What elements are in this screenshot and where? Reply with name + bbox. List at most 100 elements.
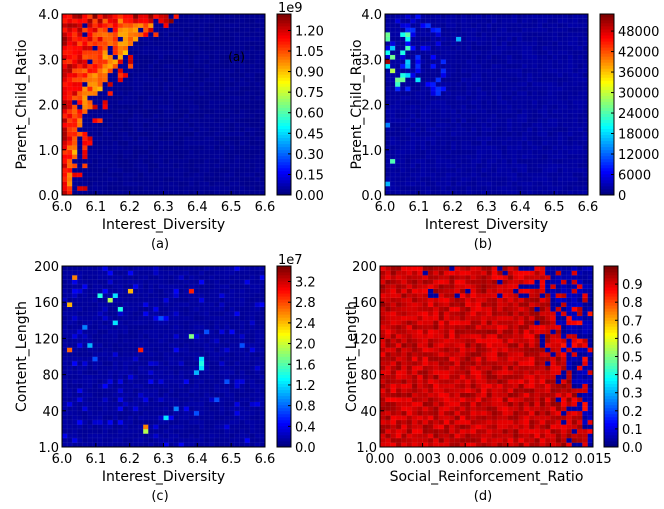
heatmap-cell bbox=[219, 181, 225, 187]
heatmap-cell bbox=[173, 324, 180, 330]
heatmap-cell bbox=[450, 163, 457, 169]
heatmap-cell bbox=[219, 145, 225, 151]
heatmap-cell bbox=[486, 63, 492, 69]
heatmap-cell bbox=[209, 32, 215, 37]
heatmap-cell bbox=[82, 190, 88, 196]
heatmap-cell bbox=[163, 154, 169, 160]
heatmap-cell bbox=[229, 315, 235, 321]
heatmap-cell bbox=[87, 59, 93, 65]
heatmap-cell bbox=[219, 131, 225, 137]
heatmap-cell bbox=[178, 284, 185, 289]
heatmap-cell bbox=[440, 95, 447, 101]
heatmap-cell bbox=[178, 163, 185, 169]
heatmap-cell bbox=[127, 81, 134, 87]
heatmap-cell bbox=[476, 27, 482, 33]
heatmap-cell bbox=[259, 172, 266, 178]
colorbar-swatch bbox=[600, 71, 614, 75]
heatmap-cell bbox=[97, 176, 103, 182]
heatmap-cell bbox=[239, 127, 246, 132]
colorbar-swatch bbox=[600, 32, 614, 36]
heatmap-cell bbox=[259, 68, 266, 74]
heatmap-cell bbox=[440, 18, 447, 24]
heatmap-cell bbox=[390, 63, 396, 69]
heatmap-cell bbox=[456, 81, 462, 87]
heatmap-cell bbox=[522, 122, 528, 128]
heatmap-cell bbox=[219, 158, 225, 164]
heatmap-cell bbox=[143, 415, 149, 421]
heatmap-cell bbox=[199, 172, 205, 178]
heatmap-cell bbox=[496, 36, 503, 42]
heatmap-cell bbox=[547, 54, 553, 60]
heatmap-cell bbox=[97, 23, 103, 28]
heatmap-cell bbox=[486, 32, 492, 37]
heatmap-cell bbox=[435, 45, 442, 51]
heatmap-cell bbox=[501, 54, 508, 60]
heatmap-cell bbox=[491, 158, 497, 164]
heatmap-cell bbox=[456, 140, 462, 146]
heatmap-cell bbox=[158, 442, 164, 448]
heatmap-cell bbox=[430, 23, 437, 28]
heatmap-cell bbox=[400, 32, 406, 37]
heatmap-cell bbox=[214, 32, 220, 37]
heatmap-cell bbox=[491, 154, 497, 160]
heatmap-cell bbox=[153, 302, 159, 308]
heatmap-cell bbox=[173, 36, 180, 42]
heatmap-cell bbox=[153, 68, 159, 74]
heatmap-cell bbox=[127, 433, 134, 439]
heatmap-cell bbox=[122, 293, 129, 298]
heatmap-cell bbox=[542, 36, 548, 42]
heatmap-cell bbox=[148, 54, 154, 60]
heatmap-cell bbox=[173, 365, 180, 371]
heatmap-cell bbox=[547, 32, 553, 37]
heatmap-cell bbox=[143, 136, 149, 142]
heatmap-cell bbox=[214, 185, 220, 191]
heatmap-cell bbox=[173, 95, 180, 101]
heatmap-cell bbox=[229, 406, 235, 412]
heatmap-cell bbox=[527, 77, 533, 83]
heatmap-cell bbox=[461, 50, 467, 56]
heatmap-cell bbox=[450, 149, 457, 155]
heatmap-cell bbox=[178, 172, 185, 178]
heatmap-cell bbox=[244, 131, 251, 137]
heatmap-cell bbox=[420, 136, 426, 142]
heatmap-cell bbox=[199, 163, 205, 169]
heatmap-cell bbox=[77, 113, 83, 119]
heatmap-cell bbox=[219, 406, 225, 412]
heatmap-cell bbox=[148, 374, 154, 380]
heatmap-cell bbox=[173, 41, 180, 46]
heatmap-cell bbox=[486, 27, 492, 33]
heatmap-cell bbox=[67, 270, 73, 276]
heatmap-cell bbox=[547, 36, 553, 42]
heatmap-cell bbox=[97, 302, 103, 308]
heatmap-cell bbox=[168, 333, 174, 339]
heatmap-cell bbox=[466, 18, 472, 24]
heatmap-cell bbox=[143, 361, 149, 366]
heatmap-cell bbox=[456, 167, 462, 173]
heatmap-cell bbox=[67, 306, 73, 312]
heatmap-cell bbox=[67, 45, 73, 51]
heatmap-cell bbox=[112, 433, 119, 439]
heatmap-cell bbox=[496, 14, 503, 19]
heatmap-cell bbox=[491, 59, 497, 65]
heatmap-cell bbox=[188, 59, 195, 65]
heatmap-cell bbox=[199, 392, 205, 398]
heatmap-cell bbox=[148, 99, 154, 105]
heatmap-cell bbox=[138, 311, 144, 317]
heatmap-cell bbox=[567, 32, 574, 37]
heatmap-cell bbox=[117, 361, 124, 366]
heatmap-cell bbox=[496, 90, 503, 96]
heatmap-cell bbox=[527, 27, 533, 33]
heatmap-cell bbox=[582, 109, 589, 114]
heatmap-cell bbox=[163, 32, 169, 37]
heatmap-cell bbox=[577, 50, 584, 56]
heatmap-cell bbox=[425, 109, 431, 114]
heatmap-cell bbox=[153, 356, 159, 362]
heatmap-cell bbox=[209, 347, 215, 353]
heatmap-cell bbox=[133, 365, 139, 371]
heatmap-cell bbox=[400, 45, 406, 51]
heatmap-cell bbox=[199, 347, 205, 353]
heatmap-cell bbox=[390, 113, 396, 119]
heatmap-cell bbox=[511, 136, 518, 142]
heatmap-cell bbox=[557, 176, 563, 182]
heatmap-cell bbox=[239, 167, 246, 173]
